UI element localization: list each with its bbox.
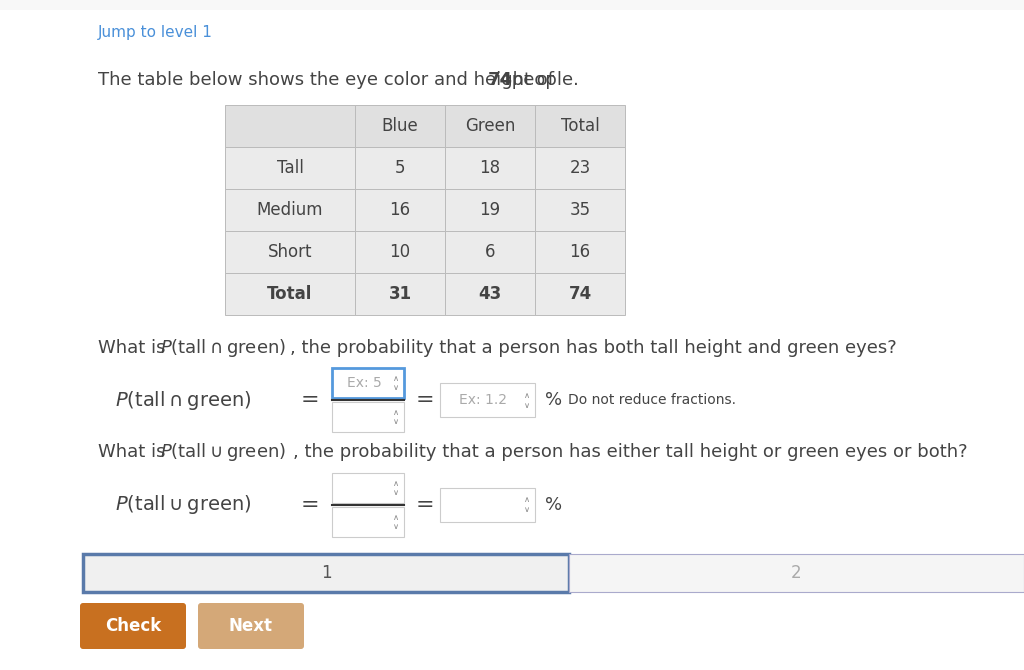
Text: ∨: ∨ [393, 383, 399, 392]
Bar [332, 402, 404, 432]
Text: 16: 16 [569, 243, 591, 261]
Bar [355, 147, 445, 189]
Text: 16: 16 [389, 201, 411, 219]
Bar [225, 189, 355, 231]
Text: %: % [545, 496, 562, 514]
Text: ∨: ∨ [524, 505, 530, 515]
Text: 10: 10 [389, 243, 411, 261]
Text: ∧: ∧ [393, 374, 399, 383]
Text: $P(\mathrm{tall} \cup \mathrm{green})$: $P(\mathrm{tall} \cup \mathrm{green})$ [115, 494, 251, 517]
Text: $P(\mathrm{tall} \cap \mathrm{green})$: $P(\mathrm{tall} \cap \mathrm{green})$ [115, 389, 251, 411]
Bar [355, 231, 445, 273]
Bar [225, 231, 355, 273]
Text: 1: 1 [321, 564, 332, 582]
Text: 6: 6 [484, 243, 496, 261]
Bar [535, 273, 625, 315]
Bar [445, 273, 535, 315]
Bar [332, 473, 404, 503]
Text: =: = [416, 495, 434, 515]
Text: 23: 23 [569, 159, 591, 177]
Bar [445, 105, 535, 147]
Bar [225, 273, 355, 315]
Bar [83, 554, 569, 592]
Text: ∧: ∧ [393, 513, 399, 522]
Bar [440, 488, 535, 522]
Bar [535, 231, 625, 273]
Text: ∨: ∨ [393, 488, 399, 497]
Text: 2: 2 [792, 564, 802, 582]
Text: Green: Green [465, 117, 515, 135]
FancyBboxPatch shape [80, 603, 186, 649]
Bar [355, 273, 445, 315]
Bar [569, 554, 1024, 592]
Text: 35: 35 [569, 201, 591, 219]
Text: What is: What is [98, 339, 171, 357]
Text: Total: Total [267, 285, 312, 303]
Text: =: = [416, 390, 434, 410]
Text: 19: 19 [479, 201, 501, 219]
Text: Check: Check [104, 617, 161, 635]
Text: ∧: ∧ [393, 408, 399, 417]
Bar [355, 189, 445, 231]
Text: Short: Short [267, 243, 312, 261]
Text: Ex: 5: Ex: 5 [347, 376, 382, 390]
Text: $P(\mathrm{tall} \cup \mathrm{green})$: $P(\mathrm{tall} \cup \mathrm{green})$ [160, 441, 286, 463]
Text: 43: 43 [478, 285, 502, 303]
Bar [225, 147, 355, 189]
Text: %: % [545, 391, 562, 409]
Text: Do not reduce fractions.: Do not reduce fractions. [568, 393, 736, 407]
FancyBboxPatch shape [198, 603, 304, 649]
Text: What is: What is [98, 443, 171, 461]
Bar [0, 0, 1024, 10]
Text: Ex: 1.2: Ex: 1.2 [459, 393, 507, 407]
Text: 5: 5 [394, 159, 406, 177]
Text: Total: Total [560, 117, 599, 135]
Text: , the probability that a person has both tall height and green eyes?: , the probability that a person has both… [290, 339, 897, 357]
Bar [535, 147, 625, 189]
Text: ∨: ∨ [393, 417, 399, 426]
Text: 74: 74 [488, 71, 513, 89]
Bar [440, 383, 535, 417]
Text: Tall: Tall [276, 159, 303, 177]
Text: ∨: ∨ [524, 401, 530, 409]
Text: 74: 74 [568, 285, 592, 303]
Text: , the probability that a person has either tall height or green eyes or both?: , the probability that a person has eith… [293, 443, 968, 461]
Bar [535, 189, 625, 231]
Text: ∨: ∨ [393, 522, 399, 531]
Text: =: = [301, 495, 319, 515]
Bar [332, 368, 404, 398]
Text: =: = [301, 390, 319, 410]
Bar [445, 231, 535, 273]
Bar [225, 105, 355, 147]
Text: ∧: ∧ [524, 496, 530, 505]
Text: 18: 18 [479, 159, 501, 177]
Text: people.: people. [506, 71, 579, 89]
Bar [445, 189, 535, 231]
Text: $P(\mathrm{tall} \cap \mathrm{green})$: $P(\mathrm{tall} \cap \mathrm{green})$ [160, 337, 286, 359]
Text: Medium: Medium [257, 201, 324, 219]
Text: Blue: Blue [382, 117, 419, 135]
Text: The table below shows the eye color and height of: The table below shows the eye color and … [98, 71, 560, 89]
Bar [445, 147, 535, 189]
Text: Jump to level 1: Jump to level 1 [98, 25, 213, 40]
Text: 31: 31 [388, 285, 412, 303]
Bar [535, 105, 625, 147]
Text: ∧: ∧ [393, 479, 399, 488]
Bar [332, 507, 404, 537]
Text: ∧: ∧ [524, 391, 530, 399]
Text: Next: Next [229, 617, 273, 635]
Bar [355, 105, 445, 147]
